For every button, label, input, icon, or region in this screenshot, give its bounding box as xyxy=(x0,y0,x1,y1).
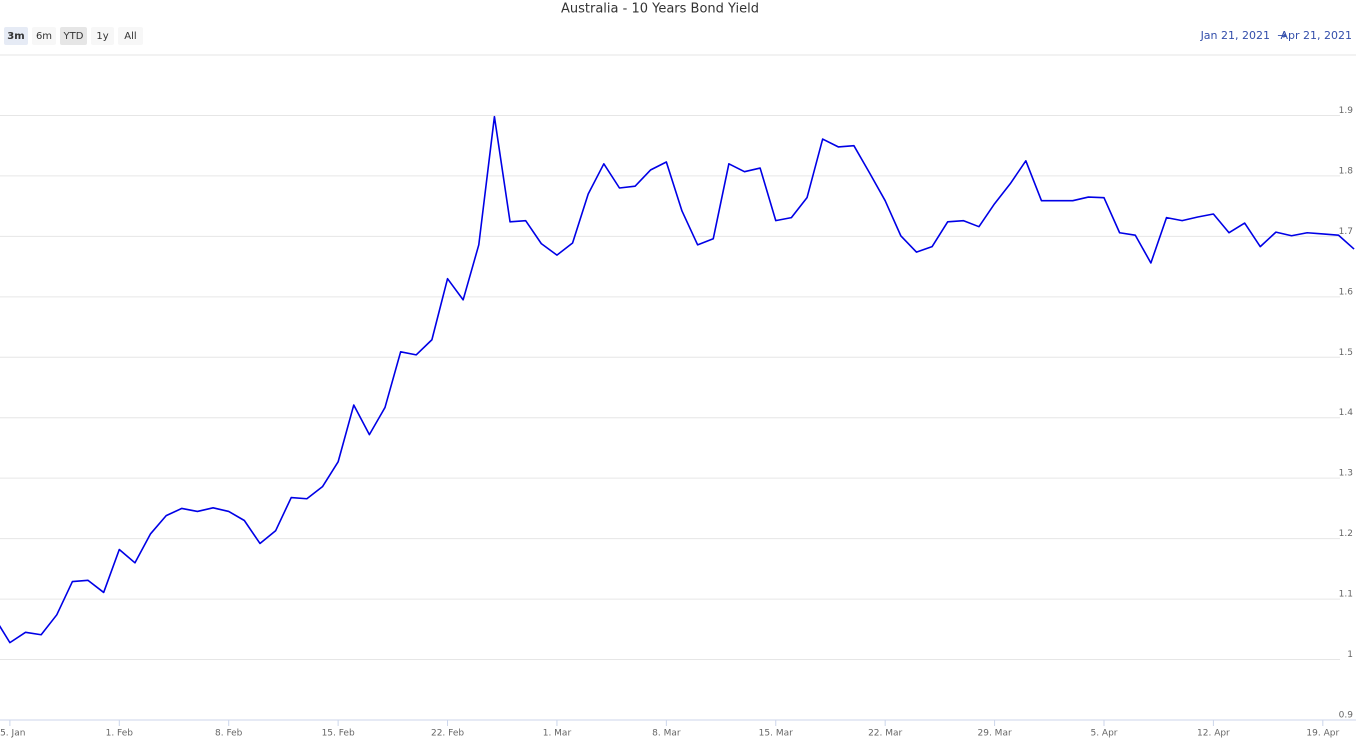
y-tick-label: 1.7 xyxy=(1339,227,1353,237)
x-tick-label: 25. Jan xyxy=(0,729,25,739)
series-line xyxy=(0,115,1355,644)
x-tick-label: 12. Apr xyxy=(1197,729,1230,739)
x-tick-label: 1. Feb xyxy=(106,729,134,739)
y-tick-label: 1.3 xyxy=(1339,469,1353,479)
range-button-bg xyxy=(118,27,143,45)
plot-area xyxy=(0,115,1355,644)
range-button[interactable]: YTD xyxy=(60,27,87,45)
range-button-label[interactable]: 1y xyxy=(96,31,108,42)
x-tick-label: 22. Mar xyxy=(868,729,902,739)
range-button[interactable]: 6m xyxy=(32,27,56,45)
range-button[interactable]: All xyxy=(118,27,143,45)
range-button-bg xyxy=(32,27,56,45)
range-button[interactable]: 1y xyxy=(91,27,114,45)
range-button-bg xyxy=(60,27,87,45)
range-separator: → xyxy=(1277,29,1286,42)
y-tick-label: 1 xyxy=(1347,650,1353,660)
y-tick-label: 0.9 xyxy=(1339,711,1354,721)
range-from[interactable]: Jan 21, 2021 xyxy=(1200,29,1270,42)
y-tick-label: 1.6 xyxy=(1339,287,1354,297)
y-tick-label: 1.1 xyxy=(1339,590,1353,600)
range-button-bg xyxy=(91,27,114,45)
range-button-label[interactable]: 6m xyxy=(36,31,52,42)
x-tick-label: 5. Apr xyxy=(1090,729,1117,739)
x-tick-label: 15. Mar xyxy=(759,729,793,739)
range-button-bg xyxy=(4,27,28,45)
range-button-label[interactable]: 3m xyxy=(7,31,24,42)
range-selector: 3m 6m YTD 1y All xyxy=(4,27,143,45)
grid: 0.9 1 1.1 1.2 1.3 1.4 1.5 1.6 1.7 1.8 1.9 xyxy=(0,106,1353,721)
x-axis: 25. Jan 1. Feb 8. Feb 15. Feb 22. Feb 1. Mar 8… xyxy=(0,720,1339,739)
y-tick-label: 1.5 xyxy=(1339,348,1353,358)
x-tick-label: 29. Mar xyxy=(978,729,1012,739)
chart-title: Australia - 10 Years Bond Yield xyxy=(561,2,759,17)
x-tick-label: 8. Feb xyxy=(215,729,243,739)
range-button[interactable]: 3m xyxy=(4,27,28,45)
x-tick-label: 19. Apr xyxy=(1306,729,1339,739)
range-to[interactable]: Apr 21, 2021 xyxy=(1280,29,1352,42)
y-tick-label: 1.9 xyxy=(1339,106,1354,116)
y-tick-label: 1.4 xyxy=(1339,408,1354,418)
range-button-label[interactable]: YTD xyxy=(63,31,84,42)
range-button-label[interactable]: All xyxy=(124,31,136,42)
x-tick-label: 22. Feb xyxy=(431,729,464,739)
x-tick-label: 8. Mar xyxy=(652,729,681,739)
y-tick-label: 1.2 xyxy=(1339,529,1353,539)
x-tick-label: 15. Feb xyxy=(322,729,355,739)
y-tick-label: 1.8 xyxy=(1339,166,1354,176)
x-tick-label: 1. Mar xyxy=(543,729,572,739)
